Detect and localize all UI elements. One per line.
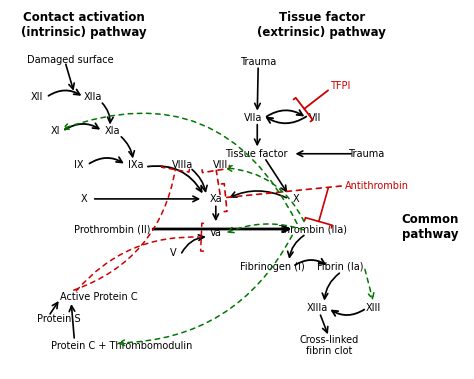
Text: XIa: XIa (104, 126, 120, 136)
Text: Protein C + Thrombomodulin: Protein C + Thrombomodulin (51, 341, 192, 351)
Text: V: V (170, 249, 177, 258)
Text: X: X (81, 194, 87, 204)
Text: XI: XI (51, 126, 60, 136)
Text: Active Protein C: Active Protein C (60, 292, 138, 302)
Text: Cross-linked
fibrin clot: Cross-linked fibrin clot (299, 335, 358, 356)
Text: Common
pathway: Common pathway (401, 213, 459, 241)
Text: Protein S: Protein S (36, 314, 81, 324)
Text: Fibrin (Ia): Fibrin (Ia) (318, 262, 364, 272)
Text: Tissue factor
(extrinsic) pathway: Tissue factor (extrinsic) pathway (257, 11, 386, 39)
Text: IX: IX (74, 160, 84, 170)
Text: X: X (292, 194, 299, 204)
Text: VIIa: VIIa (244, 113, 263, 123)
Text: Trauma: Trauma (240, 56, 276, 67)
Text: VIII: VIII (213, 160, 228, 170)
Text: Prothrombin (II): Prothrombin (II) (74, 224, 150, 234)
Text: IXa: IXa (128, 160, 144, 170)
Text: Thrombin (IIa): Thrombin (IIa) (278, 224, 347, 234)
Text: Damaged surface: Damaged surface (27, 55, 114, 65)
Text: Contact activation
(intrinsic) pathway: Contact activation (intrinsic) pathway (21, 11, 146, 39)
Text: VIIIa: VIIIa (172, 160, 193, 170)
Text: XIIIa: XIIIa (307, 303, 328, 313)
Text: Va: Va (210, 228, 222, 238)
Text: Xa: Xa (210, 194, 222, 204)
Text: Tissue factor: Tissue factor (225, 149, 287, 159)
Text: TFPI: TFPI (330, 81, 351, 91)
Text: Trauma: Trauma (348, 149, 385, 159)
Text: XII: XII (30, 92, 43, 102)
Text: Fibrinogen (I): Fibrinogen (I) (240, 262, 305, 272)
Text: Antithrombin: Antithrombin (346, 181, 410, 191)
Text: XIIa: XIIa (84, 92, 102, 102)
Text: XIII: XIII (366, 303, 381, 313)
Text: VII: VII (309, 113, 321, 123)
